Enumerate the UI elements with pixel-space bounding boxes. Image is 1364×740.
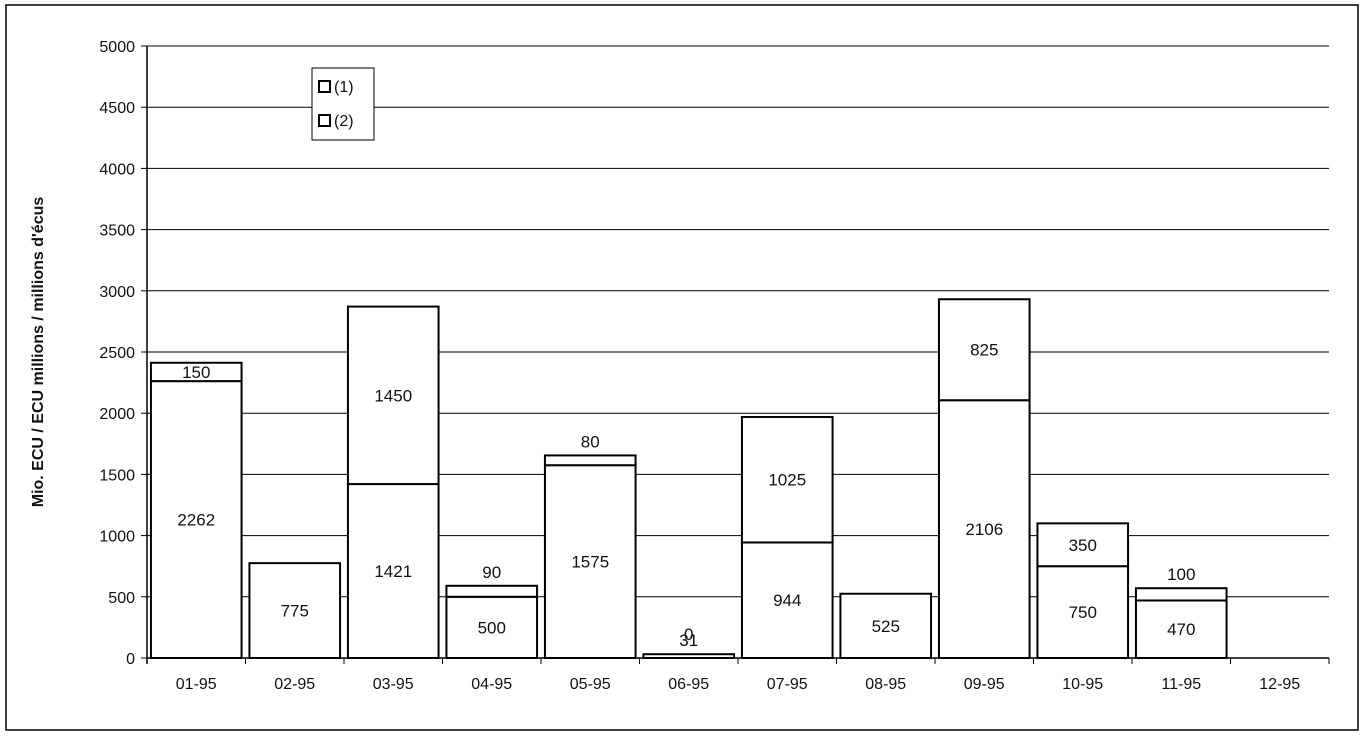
legend: (1) (2) (311, 67, 375, 141)
data-label-series1: 525 (872, 617, 900, 636)
chart-frame (5, 4, 1359, 731)
bars (149, 298, 1228, 660)
data-label-series2: 350 (1069, 536, 1097, 555)
y-tick-label: 1500 (99, 467, 135, 484)
x-tick-label: 08-95 (865, 676, 906, 693)
legend-label-1: (1) (334, 79, 354, 96)
x-tick-label: 06-95 (668, 676, 709, 693)
y-ticks: 0 500 1000 1500 2000 2500 3000 3500 4000 4500 5000 (99, 39, 147, 668)
data-label-series1: 1421 (374, 562, 412, 581)
data-label-series1: 750 (1069, 603, 1097, 622)
data-label-series2: 1450 (374, 386, 412, 405)
bar-series2-segment (937, 298, 1031, 402)
data-labels: 2262 150 775 1421 1450 500 90 1575 80 031 944 1025 5… (177, 341, 1195, 650)
x-tick-label: 07-95 (767, 676, 808, 693)
y-tick-label: 3500 (99, 223, 135, 240)
bar-series1-segment (1036, 565, 1130, 660)
x-tick-label: 02-95 (274, 676, 315, 693)
x-tick-label: 11-95 (1161, 676, 1201, 693)
bar-series2-segment (740, 415, 834, 544)
bar-series2-segment (149, 361, 243, 383)
bar-series1-segment (149, 380, 243, 659)
bar-series2-segment (346, 305, 440, 486)
y-tick-label: 0 (126, 651, 135, 668)
data-label-series1: 0 (684, 625, 693, 644)
data-label-series1: 944 (773, 591, 801, 610)
x-tick-label: 03-95 (373, 676, 414, 693)
data-label-series1: 500 (478, 618, 506, 637)
y-tick-label: 4500 (99, 100, 135, 117)
bar-series1-segment (543, 464, 637, 659)
data-label-series2: 825 (970, 341, 998, 360)
data-label-series2: 100 (1167, 565, 1195, 584)
data-label-series2: 150 (182, 363, 210, 382)
data-label-series1: 470 (1167, 620, 1195, 639)
y-tick-label: 3000 (99, 284, 135, 301)
data-label-series2: 80 (581, 432, 600, 451)
y-tick-label: 1000 (99, 529, 135, 546)
bar-series2-segment (543, 454, 637, 467)
data-label-series2: 31 (679, 631, 698, 650)
bar-series1-segment (1134, 599, 1228, 659)
y-tick-label: 2000 (99, 406, 135, 423)
x-ticks: 01-95 02-95 03-95 04-95 05-95 06-95 07-95 08-95… (146, 658, 1330, 693)
legend-label-2: (2) (334, 113, 354, 130)
x-tick-label: 05-95 (570, 676, 611, 693)
y-tick-label: 4000 (99, 161, 135, 178)
bar-series1-segment (740, 541, 834, 660)
bar-series1-segment (445, 595, 539, 659)
bar-series1-segment (937, 399, 1031, 659)
data-label-series1: 2262 (177, 511, 215, 530)
x-tick-label: 04-95 (471, 676, 512, 693)
data-label-series1: 775 (281, 602, 309, 621)
y-axis-title: Mio. ECU / ECU millions / millions d'écu… (30, 197, 47, 508)
x-tick-label: 01-95 (176, 676, 217, 693)
data-label-series2: 90 (482, 563, 501, 582)
x-tick-label: 09-95 (964, 676, 1005, 693)
y-tick-label: 5000 (99, 39, 135, 56)
bar-series1-segment (346, 483, 440, 660)
bar-series2-segment (1036, 522, 1130, 568)
data-label-series1: 2106 (965, 520, 1003, 539)
gridlines (147, 45, 1329, 598)
data-label-series2: 1025 (768, 471, 806, 490)
legend-swatch-1 (318, 80, 331, 93)
y-tick-label: 2500 (99, 345, 135, 362)
x-tick-label: 10-95 (1062, 676, 1103, 693)
bar-series1-segment (839, 592, 933, 659)
data-label-series1: 1575 (571, 553, 609, 572)
bar-series2-segment (445, 584, 539, 598)
legend-swatch-2 (318, 114, 331, 127)
x-tick-label: 12-95 (1259, 676, 1300, 693)
bar-series2-segment (1134, 587, 1228, 602)
y-tick-label: 500 (108, 590, 135, 607)
